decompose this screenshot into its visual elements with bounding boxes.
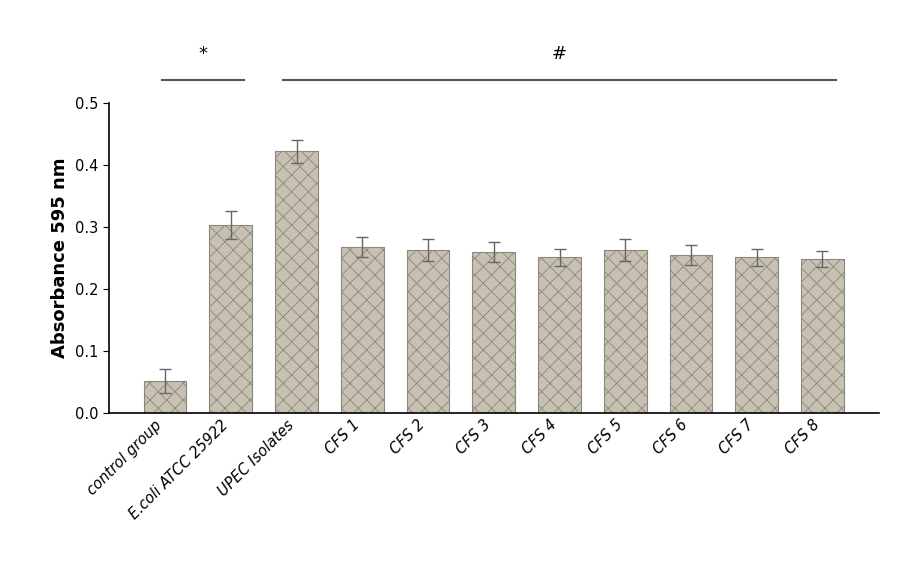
Bar <box>604 250 647 413</box>
Bar <box>209 225 252 413</box>
Bar <box>472 252 516 413</box>
Bar <box>538 257 581 413</box>
Bar <box>736 257 778 413</box>
Y-axis label: Absorbance 595 nm: Absorbance 595 nm <box>52 158 69 358</box>
Bar <box>801 259 843 413</box>
Text: *: * <box>198 45 207 63</box>
Bar <box>341 247 383 413</box>
Bar <box>670 255 712 413</box>
Text: #: # <box>552 45 567 63</box>
Bar <box>407 250 449 413</box>
Bar <box>275 151 318 413</box>
Bar <box>144 381 187 413</box>
